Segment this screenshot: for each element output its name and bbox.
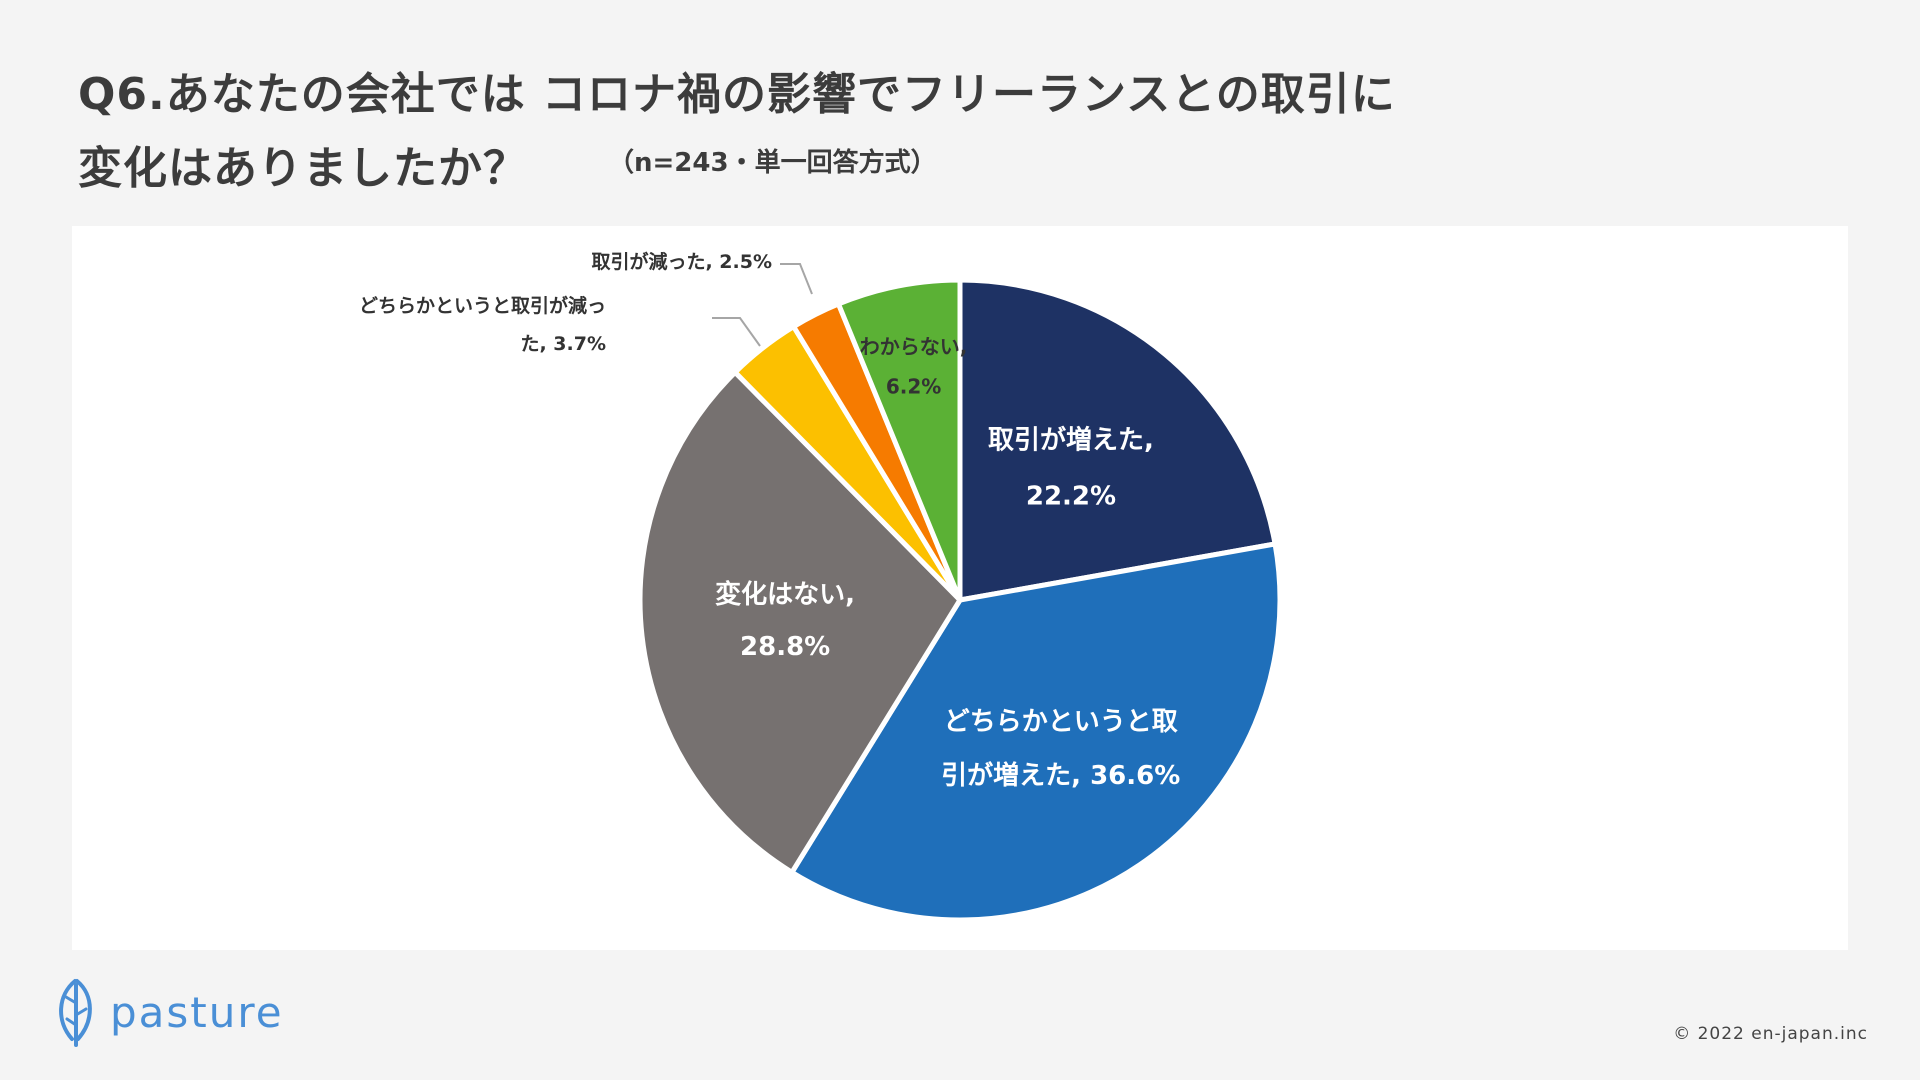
pie-label-slice-3-line2: 28.8%	[740, 632, 830, 662]
pie-slice-2	[789, 541, 1283, 923]
pie-label-slice-4-line2: た, 3.7%	[520, 333, 606, 355]
pie-label-slice-1-line2: 22.2%	[1026, 482, 1116, 512]
pie-label-slice-5-line1: 取引が減った, 2.5%	[591, 250, 772, 273]
pie-label-slice-6-line1: わからない,	[860, 335, 968, 359]
leader-line-slice-5	[780, 263, 813, 295]
leader-line-slice-4	[712, 317, 761, 347]
pie-slice-1	[957, 277, 1278, 603]
chart-title-line2: 変化はありましたか？	[78, 143, 528, 194]
chart-subtitle: （n=243・単一回答方式）	[608, 148, 937, 178]
logo-text: pasture	[110, 987, 284, 1037]
pasture-logo: pasture	[52, 976, 284, 1048]
copyright-text: © 2022 en-japan.inc	[1673, 1024, 1868, 1044]
chart-panel: 取引が増えた, 22.2% どちらかというと取 引が増えた, 36.6% 変化はない, 2…	[72, 226, 1848, 950]
leaf-icon	[59, 979, 92, 1047]
pie-label-slice-6-line2: 6.2%	[886, 375, 941, 399]
chart-title-line1: Q6.あなたの会社では コロナ禍の影響でフリーランスとの取引に	[78, 69, 1396, 120]
pie-slice-6	[835, 277, 963, 603]
pie-label-slice-2-line2: 引が増えた, 36.6%	[941, 760, 1180, 791]
pie-label-slice-3-line1: 変化はない,	[715, 579, 855, 610]
pie-slices	[637, 277, 1283, 923]
pie-label-slice-4-line1: どちらかというと取引が減っ	[359, 294, 606, 317]
pie-slice-3	[637, 369, 963, 875]
leader-lines	[712, 263, 813, 347]
pie-label-slice-2-line1: どちらかというと取	[944, 707, 1178, 737]
pie-label-slice-1-line1: 取引が増えた,	[988, 425, 1154, 456]
